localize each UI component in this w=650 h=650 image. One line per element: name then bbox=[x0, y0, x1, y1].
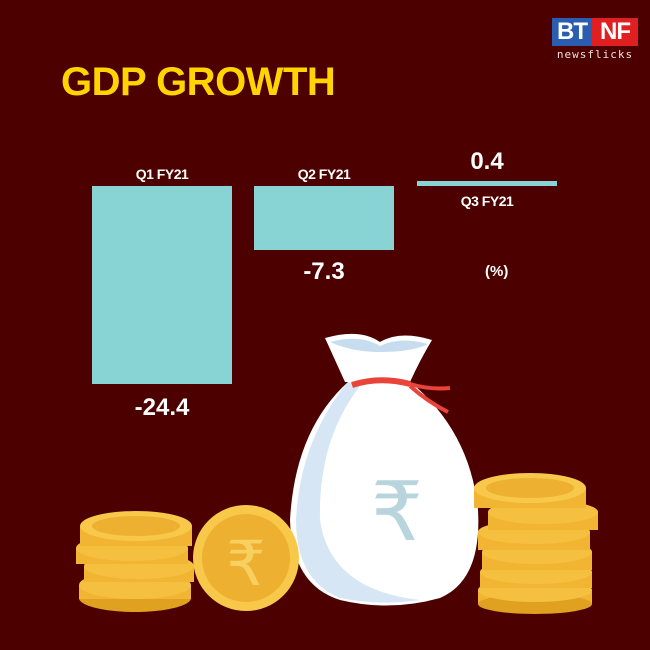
bar-q2 bbox=[254, 186, 394, 250]
bar-q3 bbox=[417, 181, 557, 186]
coin-stack-right-icon bbox=[474, 473, 598, 614]
rupee-icon: ₹ bbox=[371, 465, 423, 560]
bar-q1 bbox=[92, 186, 232, 384]
coin-stack-left-icon bbox=[76, 511, 194, 612]
bar-label-q3: Q3 FY21 bbox=[460, 193, 514, 209]
bar-value-q1: -24.4 bbox=[134, 394, 190, 421]
bar-label-q1: Q1 FY21 bbox=[135, 166, 189, 182]
brand-logo: BT NF newsflicks bbox=[552, 18, 638, 61]
logo-nf: NF bbox=[592, 18, 638, 46]
bar-value-q3: 0.4 bbox=[470, 148, 504, 175]
logo-subtitle: newsflicks bbox=[556, 48, 634, 61]
money-bag-icon: ₹ bbox=[290, 333, 479, 606]
chart-title: GDP GROWTH bbox=[61, 60, 336, 104]
unit-label: (%) bbox=[485, 263, 509, 280]
svg-text:₹: ₹ bbox=[226, 527, 265, 600]
bar-label-q2: Q2 FY21 bbox=[297, 166, 351, 182]
bar-value-q2: -7.3 bbox=[303, 258, 345, 285]
rupee-coin-icon: ₹ bbox=[193, 505, 299, 611]
logo-bt: BT bbox=[552, 18, 592, 46]
